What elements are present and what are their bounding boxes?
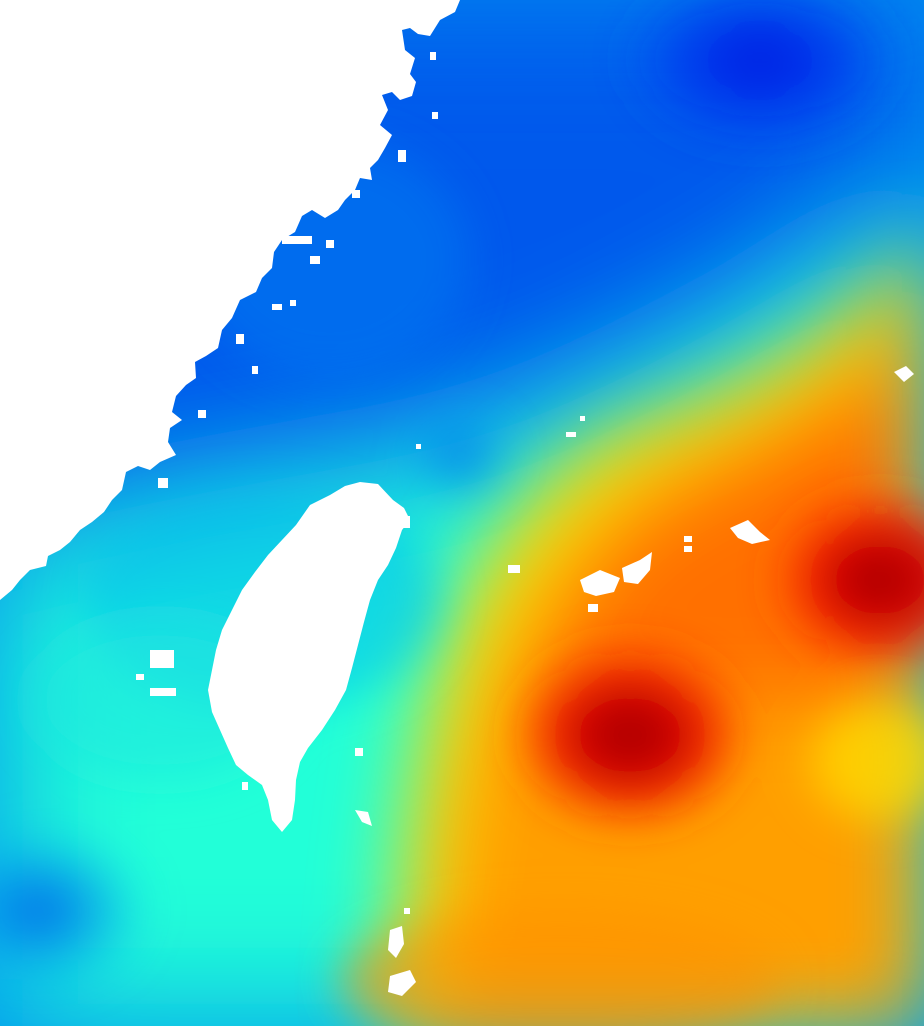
cold-core-north — [620, 0, 900, 150]
ryukyu-islands — [388, 366, 914, 996]
cold-core-strait — [410, 415, 510, 495]
mainland-coast — [0, 0, 460, 600]
warm-core-east — [770, 490, 924, 670]
offshore-islands — [136, 52, 438, 826]
taiwan-island — [208, 482, 410, 832]
cold-core-southwest — [0, 830, 150, 990]
warm-core-south — [510, 640, 750, 830]
land-layer — [0, 0, 914, 996]
